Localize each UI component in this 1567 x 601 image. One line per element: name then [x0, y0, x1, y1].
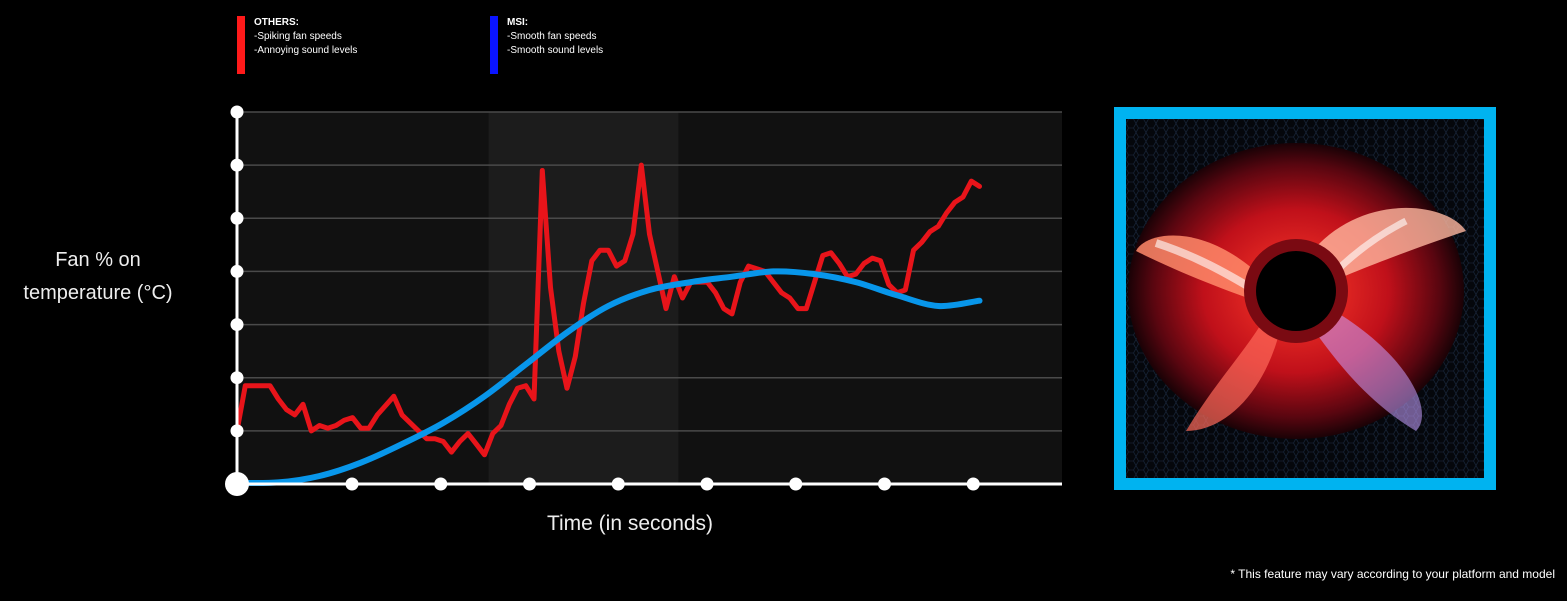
legend-others-line2: -Annoying sound levels [254, 45, 358, 56]
legend-others-title: OTHERS: [254, 17, 299, 28]
y-tick-dot [230, 371, 244, 385]
legend-msi-line2: -Smooth sound levels [507, 45, 604, 56]
legend-msi-title: MSI: [507, 17, 529, 28]
y-tick-dot [230, 211, 244, 225]
y-axis-label: Fan % on temperature (°C) [23, 249, 173, 304]
x-tick-dot [611, 477, 625, 491]
legend-msi-swatch [490, 16, 498, 74]
x-tick-dot [345, 477, 359, 491]
y-tick-dot [230, 158, 244, 172]
series-line-msi [234, 268, 983, 487]
legend-others-line1: -Spiking fan speeds [254, 31, 342, 42]
legend-others: OTHERS: -Spiking fan speeds -Annoying so… [237, 16, 357, 74]
x-axis-label: Time (in seconds) [546, 512, 714, 535]
legend-msi-line1: -Smooth fan speeds [507, 31, 597, 42]
x-tick-dot [523, 477, 536, 491]
footnote: * This feature may vary according to you… [1230, 567, 1555, 581]
legend-msi: MSI: -Smooth fan speeds -Smooth sound le… [490, 16, 603, 74]
x-tick-dot [789, 477, 803, 491]
fan-speed-chart [225, 105, 1062, 496]
fan-image-frame [1114, 107, 1496, 490]
legend-others-swatch [237, 16, 245, 74]
x-tick-dot [878, 477, 891, 491]
series-line-others [234, 162, 982, 458]
y-tick-dot [230, 105, 244, 119]
origin-dot [225, 472, 249, 496]
red-led-case-fan-icon [1126, 119, 1484, 478]
x-tick-dot [700, 477, 714, 491]
y-tick-dot [230, 264, 244, 278]
y-tick-dot [230, 318, 244, 332]
x-tick-dot [966, 477, 980, 491]
x-tick-dot [434, 477, 448, 491]
y-tick-dot [230, 424, 244, 438]
